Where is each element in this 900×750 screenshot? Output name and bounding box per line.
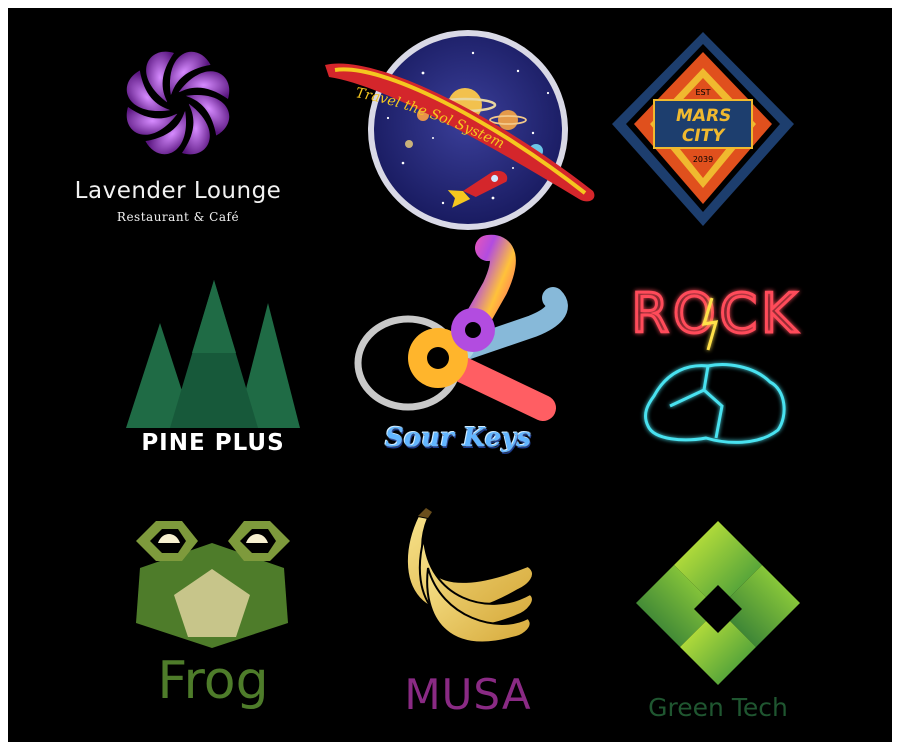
logo-frog: Frog [128,513,298,742]
musa-name: MUSA [404,670,532,719]
frog-name: Frog [157,651,269,711]
logo-mars-city: EST MARS CITY 2039 [608,28,798,233]
logo-musa: MUSA [378,508,558,738]
banana-icon [405,508,534,644]
logo-pine-plus: PINE PLUS [118,278,308,478]
mars-line2: CITY [680,126,727,146]
mars-city-diamond-icon: EST MARS CITY 2039 [612,32,794,226]
logo-green-tech: Green Tech [628,513,808,742]
frog-face-icon [136,521,290,648]
mars-line1: MARS [674,106,733,126]
logo-sheet: Lavender Lounge Restaurant & Café [8,8,892,742]
lavender-name: Lavender Lounge [74,178,282,204]
logo-lavender-lounge: Lavender Lounge Restaurant & Café [48,38,308,238]
neon-rock-icon: ROCK [630,281,800,444]
greentech-name: Green Tech [648,693,788,722]
lavender-subtitle: Restaurant & Café [116,210,240,224]
logo-rock: ROCK [608,278,828,468]
pine-name: PINE PLUS [141,430,285,456]
green-tech-icon [636,521,800,685]
planet-badge-icon: Travel the Sol System [325,30,595,230]
logo-sol-system: Travel the Sol System [313,23,603,243]
candy-keys-icon [354,234,568,421]
pine-trees-icon [126,280,300,428]
logo-sour-keys: Sour Keys [343,234,573,478]
mars-est: EST [695,88,710,97]
lavender-swirl-icon [119,44,237,162]
mars-year: 2039 [693,155,713,164]
keys-name: Sour Keys [384,423,532,453]
rock-name: ROCK [631,282,800,345]
